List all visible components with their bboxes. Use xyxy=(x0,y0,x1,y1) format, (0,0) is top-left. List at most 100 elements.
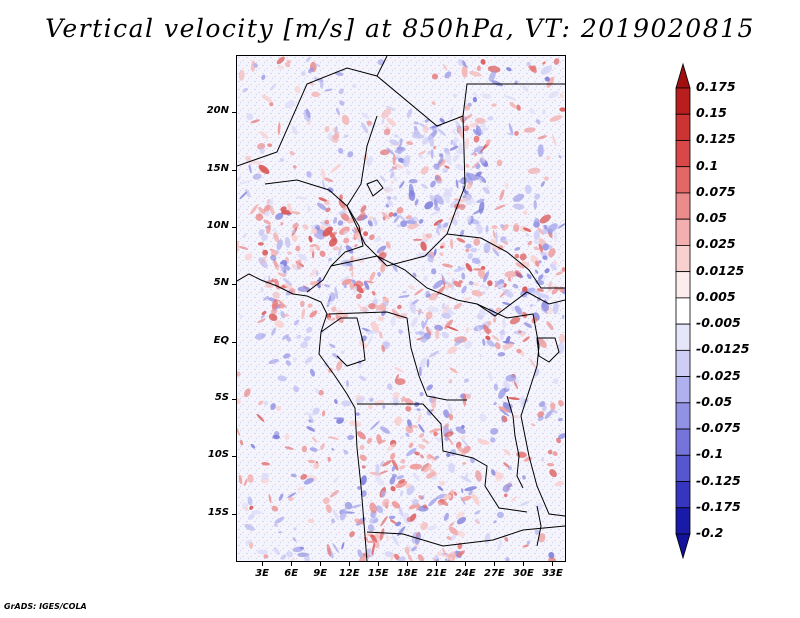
downdraft-patch xyxy=(520,501,530,506)
downdraft-patch xyxy=(268,275,271,284)
downdraft-patch xyxy=(334,71,344,76)
downdraft-patch xyxy=(406,108,413,118)
lake-malawi xyxy=(536,505,542,547)
downdraft-patch xyxy=(428,497,438,507)
updraft-patch xyxy=(400,458,406,464)
updraft-patch xyxy=(275,405,282,411)
downdraft-patch xyxy=(428,134,434,147)
updraft-patch xyxy=(283,314,290,317)
border-gabon xyxy=(320,317,366,367)
downdraft-patch xyxy=(544,268,550,274)
downdraft-patch xyxy=(297,286,310,292)
downdraft-patch xyxy=(430,149,434,159)
colorbar-label: -0.005 xyxy=(696,315,741,331)
downdraft-patch xyxy=(480,123,487,129)
updraft-patch xyxy=(368,216,373,221)
downdraft-patch xyxy=(264,210,270,217)
updraft-patch xyxy=(537,338,547,349)
updraft-patch xyxy=(412,238,423,241)
updraft-patch xyxy=(515,262,525,269)
updraft-patch xyxy=(416,309,424,314)
downdraft-patch xyxy=(396,475,405,480)
downdraft-patch xyxy=(280,554,287,560)
updraft-patch xyxy=(318,197,327,202)
colorbar-label: 0.05 xyxy=(696,210,727,226)
downdraft-patch xyxy=(457,179,470,184)
updraft-patch xyxy=(339,194,343,201)
colorbar-label: 0.075 xyxy=(696,183,736,199)
updraft-patch xyxy=(417,554,425,561)
downdraft-patch xyxy=(465,194,476,204)
updraft-patch xyxy=(257,242,264,246)
downdraft-patch xyxy=(308,414,314,423)
lon-tick-label: 30E xyxy=(513,568,534,579)
downdraft-patch xyxy=(477,150,484,155)
downdraft-patch xyxy=(263,400,269,406)
updraft-patch xyxy=(474,117,486,124)
downdraft-patch xyxy=(425,293,431,298)
updraft-patch xyxy=(453,491,458,496)
lon-tick-label: 18E xyxy=(396,568,418,579)
updraft-patch xyxy=(523,456,533,462)
colorbar-swatch xyxy=(675,481,691,509)
updraft-patch xyxy=(391,166,398,170)
downdraft-patch xyxy=(452,140,457,148)
downdraft-patch xyxy=(548,90,560,99)
updraft-patch xyxy=(380,516,388,527)
updraft-patch xyxy=(518,330,522,334)
downdraft-patch xyxy=(493,520,497,524)
downdraft-patch xyxy=(251,510,262,515)
updraft-patch xyxy=(326,544,332,557)
updraft-patch xyxy=(459,435,466,440)
updraft-patch xyxy=(419,433,425,438)
lat-tick-label: 10N xyxy=(206,220,229,232)
downdraft-patch xyxy=(314,63,321,68)
updraft-patch xyxy=(492,471,504,479)
downdraft-patch xyxy=(412,472,420,482)
updraft-patch xyxy=(549,469,557,478)
downdraft-patch xyxy=(292,357,298,361)
downdraft-patch xyxy=(284,100,296,109)
updraft-patch xyxy=(384,188,390,193)
downdraft-patch xyxy=(339,508,347,521)
updraft-patch xyxy=(425,233,433,239)
downdraft-patch xyxy=(560,188,563,195)
colorbar-label: -0.125 xyxy=(696,472,741,488)
downdraft-patch xyxy=(493,402,497,406)
updraft-patch xyxy=(284,433,290,441)
updraft-patch xyxy=(269,205,275,216)
updraft-patch xyxy=(538,533,546,543)
downdraft-patch xyxy=(513,203,525,210)
updraft-patch xyxy=(537,411,545,418)
downdraft-patch xyxy=(524,184,532,194)
border-drc-east xyxy=(476,303,565,517)
updraft-patch xyxy=(358,555,366,561)
updraft-patch xyxy=(357,212,366,222)
downdraft-patch xyxy=(290,229,296,234)
downdraft-patch xyxy=(282,277,293,286)
updraft-patch xyxy=(473,268,484,271)
downdraft-patch xyxy=(463,378,470,383)
downdraft-patch xyxy=(277,263,285,268)
updraft-patch xyxy=(465,248,470,253)
colorbar-swatch xyxy=(675,113,691,141)
updraft-patch xyxy=(383,128,391,136)
updraft-patch xyxy=(414,288,424,296)
downdraft-patch xyxy=(440,273,447,285)
downdraft-patch xyxy=(428,327,434,333)
downdraft-patch xyxy=(472,128,478,136)
downdraft-patch xyxy=(412,272,417,278)
downdraft-patch xyxy=(286,336,292,342)
updraft-patch xyxy=(559,333,565,344)
updraft-patch xyxy=(273,232,280,243)
updraft-patch xyxy=(309,310,318,318)
updraft-patch xyxy=(257,318,266,324)
downdraft-patch xyxy=(329,292,336,302)
downdraft-patch xyxy=(270,403,276,410)
updraft-patch xyxy=(559,93,564,99)
downdraft-patch xyxy=(382,341,389,347)
downdraft-patch xyxy=(278,531,282,534)
downdraft-patch xyxy=(474,510,481,515)
updraft-patch xyxy=(309,247,315,253)
updraft-patch xyxy=(291,263,296,269)
